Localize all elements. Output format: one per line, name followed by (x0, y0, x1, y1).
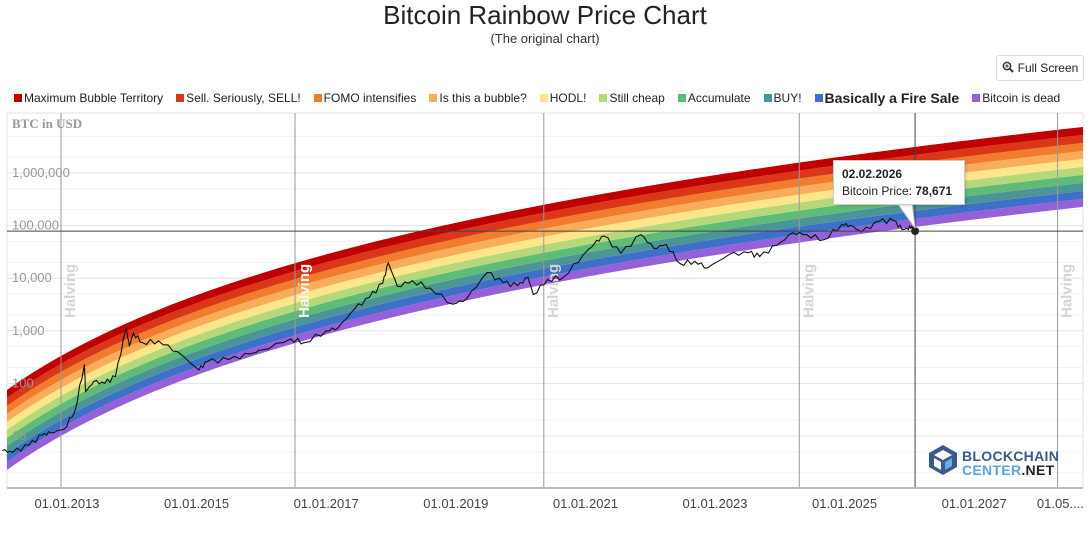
legend-label: HODL! (549, 91, 587, 105)
legend-item[interactable]: Maximum Bubble Territory (14, 91, 163, 105)
chart-subtitle: (The original chart) (490, 31, 600, 46)
legend-swatch (814, 94, 823, 102)
legend-item[interactable]: Still cheap (599, 91, 665, 105)
tooltip-value: 78,671 (915, 184, 953, 198)
y-tick-label: 100 (12, 375, 34, 390)
legend-swatch (176, 94, 185, 102)
legend-item[interactable]: Basically a Fire Sale (814, 90, 960, 106)
legend-item[interactable]: Sell. Seriously, SELL! (176, 91, 301, 105)
legend: Maximum Bubble Territory Sell. Seriously,… (14, 90, 1060, 106)
legend-label: Is this a bubble? (439, 91, 527, 105)
legend-swatch (313, 94, 322, 102)
cube-logo-icon (928, 444, 958, 481)
x-tick-label: 01.01.2021 (553, 496, 618, 511)
legend-swatch (14, 94, 22, 102)
logo-line2b: .NET (1021, 461, 1055, 478)
x-tick-label: 01.05.... (1037, 496, 1084, 511)
legend-label: Still cheap (609, 91, 665, 105)
legend-item[interactable]: Bitcoin is dead (972, 91, 1060, 105)
x-tick-label: 01.01.2027 (942, 496, 1007, 511)
legend-label: Accumulate (687, 91, 751, 105)
full-screen-label: Full Screen (1017, 61, 1079, 75)
legend-label: Bitcoin is dead (982, 91, 1061, 105)
legend-swatch (972, 94, 981, 102)
zoom-in-icon (1002, 61, 1014, 76)
y-tick-label: 10,000 (12, 270, 52, 285)
y-tick-label: 10 (12, 428, 26, 443)
legend-item[interactable]: BUY! (763, 91, 802, 105)
y-axis-label: BTC in USD (12, 116, 82, 131)
y-tick-label: 1,000 (12, 323, 45, 338)
legend-label: FOMO intensifies (323, 91, 417, 105)
full-screen-button[interactable]: Full Screen (996, 55, 1084, 81)
legend-label: Maximum Bubble Territory (24, 91, 164, 105)
x-tick-label: 01.01.2023 (682, 496, 747, 511)
logo-line2a: CENTER (962, 461, 1022, 478)
legend-swatch (539, 94, 548, 102)
legend-label: BUY! (773, 91, 802, 105)
legend-swatch (763, 94, 772, 102)
tooltip-label: Bitcoin Price: (842, 184, 913, 198)
logo-line1: BLOCKCHAIN (962, 447, 1060, 464)
blockchaincenter-logo: BLOCKCHAIN CENTER.NET (928, 444, 1059, 481)
legend-label: Basically a Fire Sale (824, 90, 960, 106)
tooltip-date: 02.02.2026 (842, 167, 903, 181)
x-tick-label: 01.01.2013 (34, 496, 99, 511)
tooltip: 02.02.2026 Bitcoin Price: 78,671 (833, 160, 965, 205)
y-tick-label: 1,000,000 (12, 165, 70, 180)
legend-swatch (677, 94, 686, 102)
legend-item[interactable]: Is this a bubble? (429, 91, 527, 105)
halving-label: Halving (800, 264, 817, 318)
y-tick-label: 100,000 (12, 218, 59, 233)
halving-label: Halving (62, 264, 79, 318)
legend-item[interactable]: FOMO intensifies (313, 91, 417, 105)
legend-label: Sell. Seriously, SELL! (186, 91, 301, 105)
legend-swatch (429, 94, 438, 102)
legend-swatch (599, 94, 608, 102)
crosshair-point (911, 227, 920, 236)
x-tick-label: 01.01.2017 (294, 496, 359, 511)
legend-item[interactable]: Accumulate (677, 91, 751, 105)
halving-label: Halving (296, 264, 313, 318)
legend-item[interactable]: HODL! (539, 91, 587, 105)
chart-title: Bitcoin Rainbow Price Chart (383, 0, 707, 30)
x-tick-label: 01.01.2015 (164, 496, 229, 511)
halving-label: Halving (545, 264, 562, 318)
x-tick-label: 01.01.2025 (812, 496, 877, 511)
x-tick-label: 01.01.2019 (423, 496, 488, 511)
halving-label: Halving (1059, 264, 1076, 318)
